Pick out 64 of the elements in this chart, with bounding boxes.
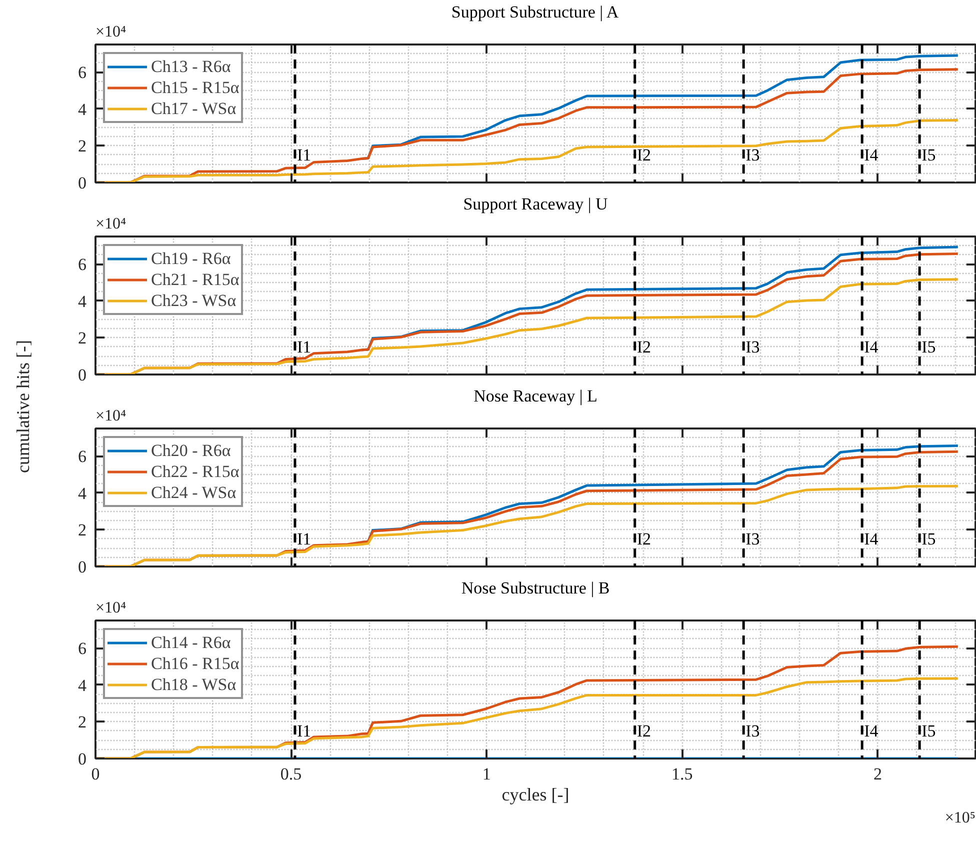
y-tick-label: 6 — [78, 447, 86, 466]
ref-line-label: I1 — [296, 529, 312, 548]
legend-label: Ch15 - R15α — [151, 77, 240, 98]
ref-line-label: I5 — [922, 337, 936, 356]
x-tick-label: 1 — [482, 764, 491, 784]
y-tick-label: 0 — [78, 750, 86, 768]
y-tick-label: 2 — [78, 520, 86, 540]
ref-line-label: I4 — [864, 721, 879, 740]
ref-line-label: I3 — [746, 337, 760, 356]
y-tick-label: 0 — [78, 558, 86, 576]
ref-line-label: I2 — [636, 337, 652, 356]
legend-label: Ch21 - R15α — [151, 269, 240, 290]
ref-line-label: I5 — [922, 721, 936, 740]
y-tick-label: 0 — [78, 366, 86, 384]
legend-label: Ch22 - R15α — [151, 461, 240, 482]
text: ×10⁴ — [96, 24, 127, 40]
y-tick-label: 4 — [78, 676, 87, 695]
legend-label: Ch23 - WSα — [151, 290, 236, 311]
legend-label: Ch17 - WSα — [151, 98, 236, 119]
y-tick-label: 4 — [78, 292, 87, 311]
y-tick-label: 6 — [78, 255, 86, 274]
y-tick-label: 2 — [78, 712, 86, 732]
legend-label: Ch16 - R15α — [151, 653, 240, 674]
ref-line-label: I1 — [296, 145, 312, 164]
ref-line-label: I4 — [864, 145, 879, 164]
legend-label: Ch13 - R6α — [151, 56, 231, 77]
x-tick-label: 2 — [873, 764, 882, 784]
ref-line-label: I4 — [864, 529, 879, 548]
ref-line-label: I2 — [636, 145, 652, 164]
legend-label: Ch24 - WSα — [151, 482, 236, 503]
legend-label: Ch14 - R6α — [151, 632, 231, 653]
ref-line-label: I5 — [922, 145, 936, 164]
ref-line-label: I1 — [296, 337, 312, 356]
legend-label: Ch19 - R6α — [151, 248, 231, 269]
text: ×10⁵ — [944, 810, 976, 826]
text: ×10⁴ — [96, 600, 127, 616]
ref-line-label: I2 — [636, 529, 652, 548]
chart-title: Nose Substructure | B — [461, 578, 610, 598]
chart-title: Support Substructure | A — [451, 2, 620, 22]
x-tick-label: 0.5 — [280, 764, 302, 784]
y-tick-label: 0 — [78, 174, 86, 192]
y-tick-label: 2 — [78, 136, 86, 156]
y-tick-label: 4 — [78, 484, 87, 503]
text: ×10⁴ — [96, 408, 127, 424]
ref-line-label: I4 — [864, 337, 879, 356]
y-tick-label: 6 — [78, 63, 86, 82]
y-axis-title: cumulative hits [-] — [13, 340, 33, 473]
chart-title: Nose Raceway | L — [474, 386, 598, 406]
ref-line-label: I1 — [296, 721, 312, 740]
ref-line-label: I5 — [922, 529, 936, 548]
ref-line-label: I3 — [746, 721, 760, 740]
text: ×10⁴ — [96, 216, 127, 232]
y-tick-label: 4 — [78, 100, 87, 119]
ref-line-label: I3 — [746, 529, 760, 548]
x-tick-label: 1.5 — [672, 764, 693, 784]
ref-line-label: I2 — [636, 721, 652, 740]
ref-line-label: I3 — [746, 145, 760, 164]
x-axis-title: cycles [-] — [502, 784, 570, 804]
x-tick-label: 0 — [91, 764, 100, 784]
legend-label: Ch20 - R6α — [151, 440, 231, 461]
y-tick-label: 6 — [78, 639, 86, 658]
y-tick-label: 2 — [78, 328, 86, 348]
legend-label: Ch18 - WSα — [151, 674, 236, 695]
chart-title: Support Raceway | U — [463, 194, 608, 214]
